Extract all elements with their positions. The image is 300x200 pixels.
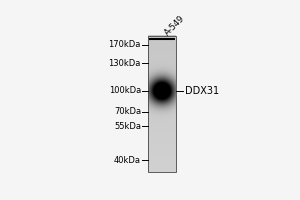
Text: 40kDa: 40kDa	[114, 156, 141, 165]
Text: DDX31: DDX31	[185, 86, 219, 96]
Text: 100kDa: 100kDa	[109, 86, 141, 95]
Text: 170kDa: 170kDa	[109, 40, 141, 49]
Bar	[148, 36, 176, 172]
Text: A-549: A-549	[163, 13, 187, 37]
Text: 70kDa: 70kDa	[114, 107, 141, 116]
Text: 55kDa: 55kDa	[114, 122, 141, 131]
Text: 130kDa: 130kDa	[109, 59, 141, 68]
